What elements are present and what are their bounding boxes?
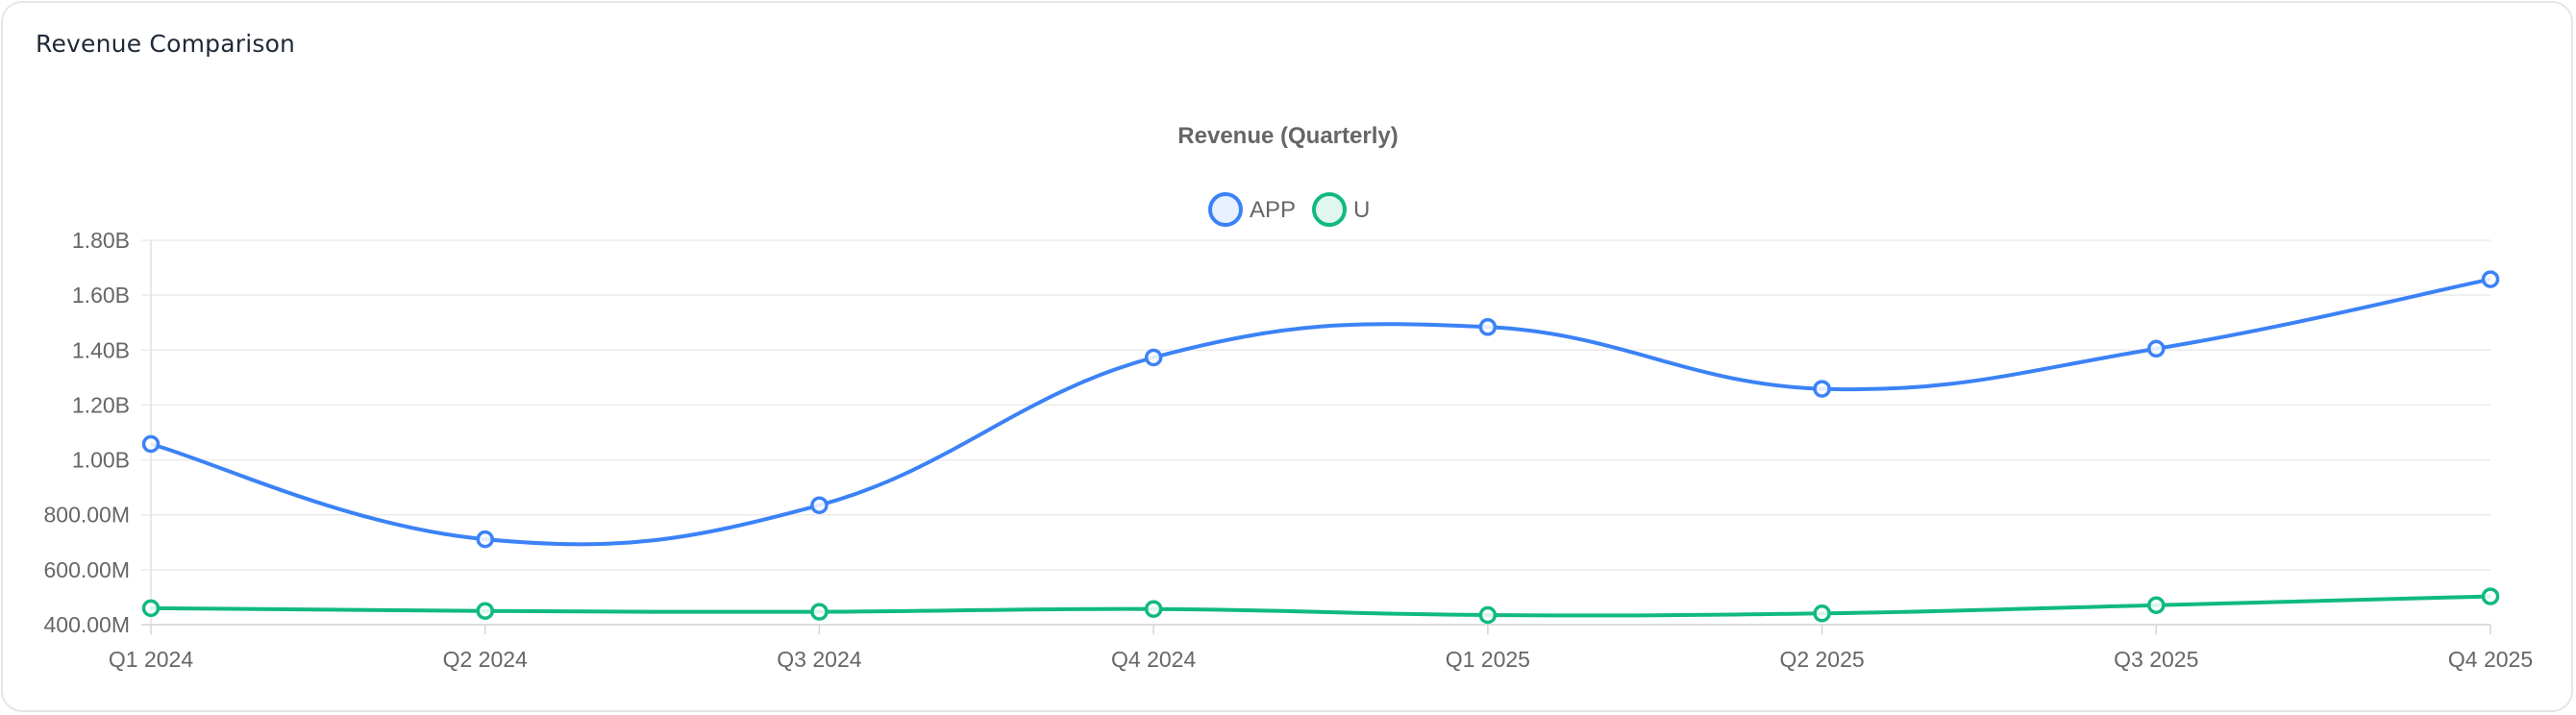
chart-grid	[141, 239, 2491, 634]
series-line-app	[150, 277, 2491, 547]
series-line-u	[150, 594, 2491, 618]
x-tick-label: Q3 2025	[2114, 647, 2198, 672]
card-title: Revenue Comparison	[36, 30, 296, 58]
x-tick-label: Q1 2024	[109, 647, 193, 672]
x-tick-label: Q1 2025	[1446, 647, 1530, 672]
legend-swatch-app	[1208, 192, 1243, 227]
y-tick-label: 600.00M	[43, 557, 130, 582]
data-point-u	[476, 602, 494, 620]
y-tick-label: 1.80B	[72, 228, 130, 253]
chart-series	[141, 270, 2500, 625]
x-tick-label: Q4 2025	[2448, 647, 2533, 672]
data-point-u	[2481, 587, 2500, 605]
y-tick-label: 400.00M	[43, 612, 130, 637]
x-tick-label: Q3 2024	[777, 647, 861, 672]
data-point-app	[141, 434, 161, 454]
data-point-u	[2147, 596, 2166, 614]
x-tick-label: Q4 2024	[1111, 647, 1196, 672]
data-point-app	[810, 496, 829, 514]
data-point-u	[810, 603, 829, 621]
y-tick-label: 1.40B	[72, 337, 130, 362]
x-tick-label: Q2 2024	[443, 647, 528, 672]
data-point-app	[1478, 318, 1498, 336]
legend-swatch-u	[1312, 192, 1347, 227]
data-point-app	[2147, 339, 2166, 358]
data-point-u	[1813, 604, 1831, 623]
x-axis: Q1 2024 Q2 2024 Q3 2024 Q4 2024 Q1 2025 Q2 20…	[109, 647, 2533, 672]
chart-legend: APP U	[1208, 192, 1370, 227]
y-tick-label: 1.20B	[72, 392, 130, 417]
data-point-app	[476, 530, 494, 549]
data-point-u	[1144, 600, 1163, 618]
legend-label-u: U	[1353, 197, 1370, 223]
data-point-app	[1144, 348, 1163, 367]
data-point-app	[1813, 380, 1831, 398]
x-tick-label: Q2 2025	[1779, 647, 1864, 672]
y-tick-label: 1.60B	[72, 283, 130, 308]
chart-title: Revenue (Quarterly)	[1177, 123, 1398, 149]
data-point-app	[2481, 270, 2500, 288]
y-axis: 1.80B 1.60B 1.40B 1.20B 1.00B 800.00M 600.00M 4…	[43, 228, 130, 637]
legend-label-app: APP	[1250, 197, 1296, 223]
data-point-u	[141, 599, 161, 618]
y-tick-label: 800.00M	[43, 503, 130, 528]
y-tick-label: 1.00B	[72, 448, 130, 473]
data-point-u	[1478, 605, 1498, 625]
